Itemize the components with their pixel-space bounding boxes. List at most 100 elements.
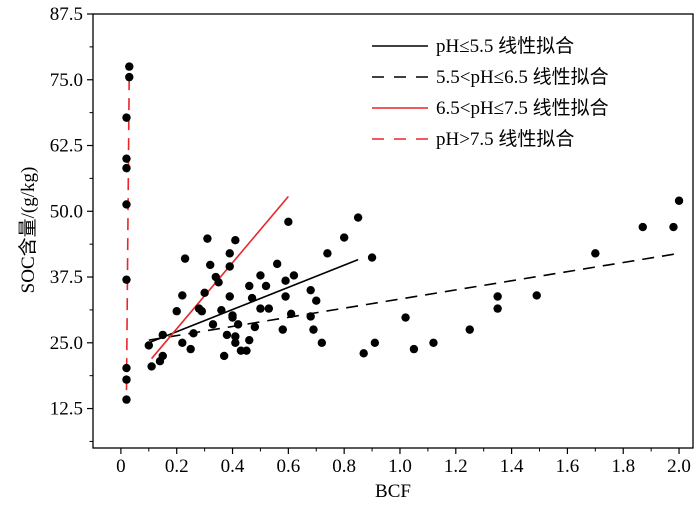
data-point — [245, 335, 254, 345]
data-point — [225, 249, 234, 258]
chart-marks: 0 0.2 0.4 0.6 0.8 1.0 1.2 1.4 1.6 1.8 2.0 12.5 25.0 3… — [50, 4, 691, 477]
data-point — [125, 62, 134, 71]
data-point — [493, 304, 502, 313]
data-point — [158, 330, 167, 340]
x-tick-label: 0.6 — [276, 456, 300, 477]
data-point — [370, 338, 380, 347]
data-point — [178, 291, 187, 300]
data-point — [231, 236, 240, 245]
data-point — [247, 293, 257, 303]
data-point — [264, 304, 274, 313]
y-tick-label: 50.0 — [50, 201, 83, 222]
data-point — [284, 217, 293, 226]
data-point — [189, 329, 198, 338]
legend-label: pH≤5.5 线性拟合 — [436, 35, 574, 57]
data-point — [158, 351, 167, 361]
data-point — [409, 344, 419, 354]
data-point — [228, 311, 237, 320]
legend-label: pH>7.5 线性拟合 — [436, 128, 574, 150]
data-point — [225, 292, 234, 301]
data-point — [206, 260, 215, 270]
data-point — [217, 305, 226, 315]
data-point — [245, 281, 254, 291]
data-point — [256, 271, 265, 280]
data-point — [178, 338, 187, 347]
data-point — [281, 276, 290, 285]
data-point — [353, 213, 363, 222]
x-tick-label: 1.4 — [500, 456, 524, 477]
legend-label: 6.5<pH≤7.5 线性拟合 — [436, 97, 609, 119]
data-point — [144, 341, 154, 350]
data-point — [214, 278, 223, 287]
y-axis-label: SOC含量/(g/kg) — [17, 167, 39, 294]
data-point — [339, 233, 349, 242]
data-point — [147, 362, 156, 371]
data-point — [261, 281, 271, 291]
legend-label: 5.5<pH≤6.5 线性拟合 — [436, 66, 609, 88]
y-tick-label: 75.0 — [50, 70, 83, 91]
data-point — [312, 296, 321, 305]
data-point — [180, 254, 190, 263]
data-point — [172, 307, 181, 316]
data-point — [281, 292, 290, 301]
data-point — [242, 346, 251, 355]
data-point — [208, 320, 218, 329]
data-point — [122, 395, 131, 404]
y-tick-label: 87.5 — [50, 4, 83, 25]
data-point — [219, 351, 229, 361]
data-point — [225, 262, 234, 271]
data-point — [272, 259, 282, 269]
data-point — [429, 338, 438, 347]
data-point — [317, 338, 327, 347]
x-tick-label: 1.2 — [444, 456, 468, 477]
data-point — [286, 309, 296, 319]
legend: pH≤5.5 线性拟合 5.5<pH≤6.5 线性拟合 6.5<pH≤7.5 线性拟… — [372, 35, 609, 150]
data-point — [306, 312, 315, 321]
fit-line — [150, 196, 289, 360]
y-tick-label: 62.5 — [50, 136, 83, 157]
data-point — [231, 338, 240, 347]
data-point — [186, 344, 195, 354]
data-point — [122, 275, 131, 284]
data-point — [367, 253, 377, 262]
data-point — [122, 375, 131, 384]
data-point — [359, 349, 368, 358]
y-tick-label: 12.5 — [50, 399, 83, 420]
data-point — [200, 288, 209, 298]
data-point — [669, 222, 678, 232]
y-tick-label: 25.0 — [50, 333, 83, 354]
data-point — [401, 313, 410, 322]
y-tick-label: 37.5 — [50, 267, 83, 288]
data-point — [231, 332, 240, 341]
x-axis-label: BCF — [375, 481, 411, 502]
data-point — [532, 291, 541, 300]
x-tick-label: 1.6 — [556, 456, 580, 477]
data-point — [122, 200, 131, 209]
data-point — [203, 234, 212, 243]
data-point — [674, 196, 684, 205]
data-point — [309, 325, 318, 334]
data-point — [638, 222, 647, 232]
x-tick-label: 1.0 — [388, 456, 412, 477]
data-point — [323, 249, 332, 258]
data-point — [306, 285, 315, 295]
data-point — [591, 249, 600, 258]
data-point — [125, 72, 134, 82]
data-point — [122, 154, 131, 163]
x-tick-label: 0 — [116, 456, 126, 477]
data-point — [122, 113, 131, 122]
data-point — [233, 320, 243, 329]
data-point — [122, 163, 131, 173]
data-point — [197, 307, 207, 316]
data-point — [465, 325, 474, 334]
x-tick-label: 0.4 — [221, 456, 245, 477]
x-tick-label: 0.2 — [165, 456, 189, 477]
x-tick-label: 2.0 — [667, 456, 691, 477]
data-point — [493, 292, 502, 301]
x-tick-label: 0.8 — [332, 456, 356, 477]
data-point — [278, 325, 287, 334]
data-point — [122, 363, 131, 373]
plot-frame — [92, 13, 694, 449]
data-point — [256, 304, 265, 313]
